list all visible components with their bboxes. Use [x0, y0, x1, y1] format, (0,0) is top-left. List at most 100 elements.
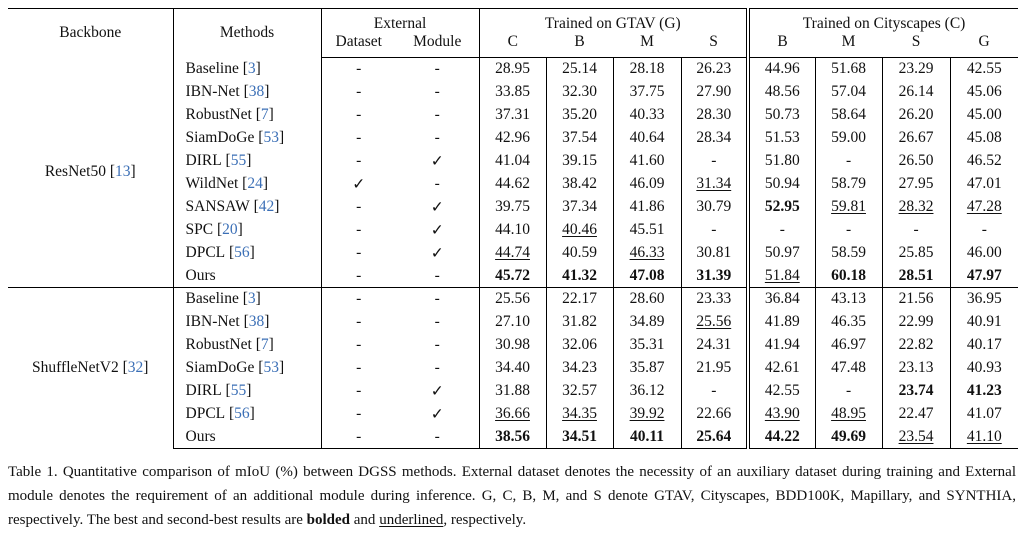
value-cell: 28.95 — [479, 57, 547, 81]
table-row: RobustNet [7] - -37.31 35.20 40.33 28.30 50.73 5… — [8, 103, 1018, 127]
value: 25.64 — [696, 427, 732, 445]
value-cell: 37.31 — [479, 103, 547, 127]
value: 59.81 — [831, 198, 866, 215]
module-cell: - — [396, 264, 480, 288]
value: 41.94 — [764, 336, 800, 353]
value-cell: 50.97 — [748, 241, 816, 265]
value: 59.00 — [831, 129, 866, 146]
citation-number: 53 — [263, 129, 279, 146]
bracket: [ — [122, 359, 128, 377]
value-cell: 50.73 — [748, 103, 816, 127]
module-cell: - — [396, 287, 480, 311]
value: 47.08 — [629, 266, 665, 284]
value-cell: - — [681, 149, 751, 173]
value: 41.89 — [764, 313, 800, 330]
value-cell: 41.10 — [950, 425, 1019, 449]
header-cell: M — [815, 33, 883, 58]
value: 22.99 — [898, 313, 934, 330]
value: 38.56 — [495, 427, 530, 445]
value-cell: 25.56 — [479, 287, 547, 311]
bracket: [ — [225, 152, 231, 169]
value-cell: 45.08 — [950, 127, 1018, 150]
method-name: DIRL — [185, 382, 222, 399]
value-cell: 48.95 — [815, 402, 883, 426]
header-cell: Module — [396, 33, 480, 58]
dataset-cell: - — [356, 405, 362, 422]
value-cell: 43.13 — [815, 287, 883, 311]
value: 58.79 — [831, 175, 866, 192]
method-cell: RobustNet [7] — [173, 333, 322, 357]
citation: [7] — [256, 336, 274, 353]
value-cell: 26.50 — [882, 149, 951, 173]
value: 21.95 — [696, 359, 732, 376]
value: 31.39 — [696, 266, 732, 284]
value: 43.90 — [764, 405, 800, 422]
value-cell: 60.18 — [815, 264, 883, 288]
value: 23.29 — [898, 60, 934, 78]
value-cell: 52.95 — [748, 195, 816, 219]
value-cell: 46.00 — [950, 242, 1018, 265]
table-row: IBN-Net [38] - -27.10 31.82 34.89 25.56 41.89 46… — [8, 310, 1018, 334]
value-cell: 47.28 — [950, 196, 1018, 219]
value: 45.72 — [495, 266, 530, 284]
bracket: ] — [255, 290, 261, 308]
value-cell: 21.95 — [681, 356, 751, 380]
citation-number: 42 — [258, 198, 275, 215]
value: 47.97 — [966, 266, 1002, 284]
bracket: ] — [274, 198, 280, 215]
method-name: RobustNet — [185, 106, 252, 123]
module-cell: - — [396, 333, 480, 357]
citation-number: 13 — [115, 163, 131, 181]
bracket: [ — [242, 290, 248, 308]
bracket: [ — [253, 198, 259, 215]
bracket: ] — [246, 152, 252, 169]
value-cell: 35.20 — [546, 103, 614, 127]
header-cell: S — [882, 33, 951, 58]
value: 40.46 — [562, 221, 597, 238]
bracket: [ — [243, 83, 249, 100]
dataset-cell: - — [356, 129, 362, 146]
header-cell: S — [681, 33, 751, 58]
value-cell: 22.17 — [546, 287, 614, 311]
results-table: Backbone Methods External Trained on GTA… — [8, 8, 1019, 449]
value: 28.32 — [898, 198, 934, 215]
value: 32.06 — [562, 336, 597, 353]
value-cell: 22.47 — [882, 402, 951, 426]
value-cell: 34.89 — [613, 310, 682, 334]
citation: [55] — [226, 152, 252, 169]
citation: [24] — [242, 175, 268, 192]
table-row: SiamDoGe [53] - -34.40 34.23 35.87 21.95 42.61 4… — [8, 356, 1018, 380]
bracket: ] — [278, 359, 285, 376]
citation: [56] — [229, 405, 255, 422]
citation: [53] — [258, 359, 284, 376]
bracket: ] — [268, 336, 274, 353]
method-name: RobustNet — [185, 336, 252, 353]
value: 38.42 — [562, 175, 597, 192]
module-cell: - — [396, 126, 480, 150]
method-name: Baseline — [185, 290, 239, 308]
value: 45.08 — [966, 129, 1002, 146]
value-cell: 34.51 — [546, 425, 614, 449]
value-cell: 25.64 — [681, 425, 751, 449]
value: 33.85 — [495, 83, 530, 100]
value-cell: 26.14 — [882, 80, 951, 104]
value: 28.95 — [495, 60, 530, 78]
value: 49.69 — [831, 427, 866, 445]
value: 21.56 — [898, 290, 934, 308]
citation-number: 7 — [260, 336, 269, 353]
method-name: DPCL — [185, 244, 226, 261]
method-name: Ours — [185, 427, 216, 445]
value-cell: 51.80 — [748, 149, 816, 173]
value-cell: 39.75 — [479, 195, 547, 219]
method-cell: WildNet [24] — [173, 172, 322, 196]
bracket: [ — [243, 313, 249, 330]
value-cell: - — [950, 219, 1018, 242]
header-cell: M — [613, 33, 682, 58]
value-cell: 23.54 — [882, 425, 951, 449]
method-cell: Ours — [173, 264, 322, 288]
value-cell: 41.60 — [613, 149, 682, 173]
value: - — [845, 382, 852, 399]
value-cell: 24.31 — [681, 333, 751, 357]
backbone-name: ResNet50 — [44, 163, 106, 181]
